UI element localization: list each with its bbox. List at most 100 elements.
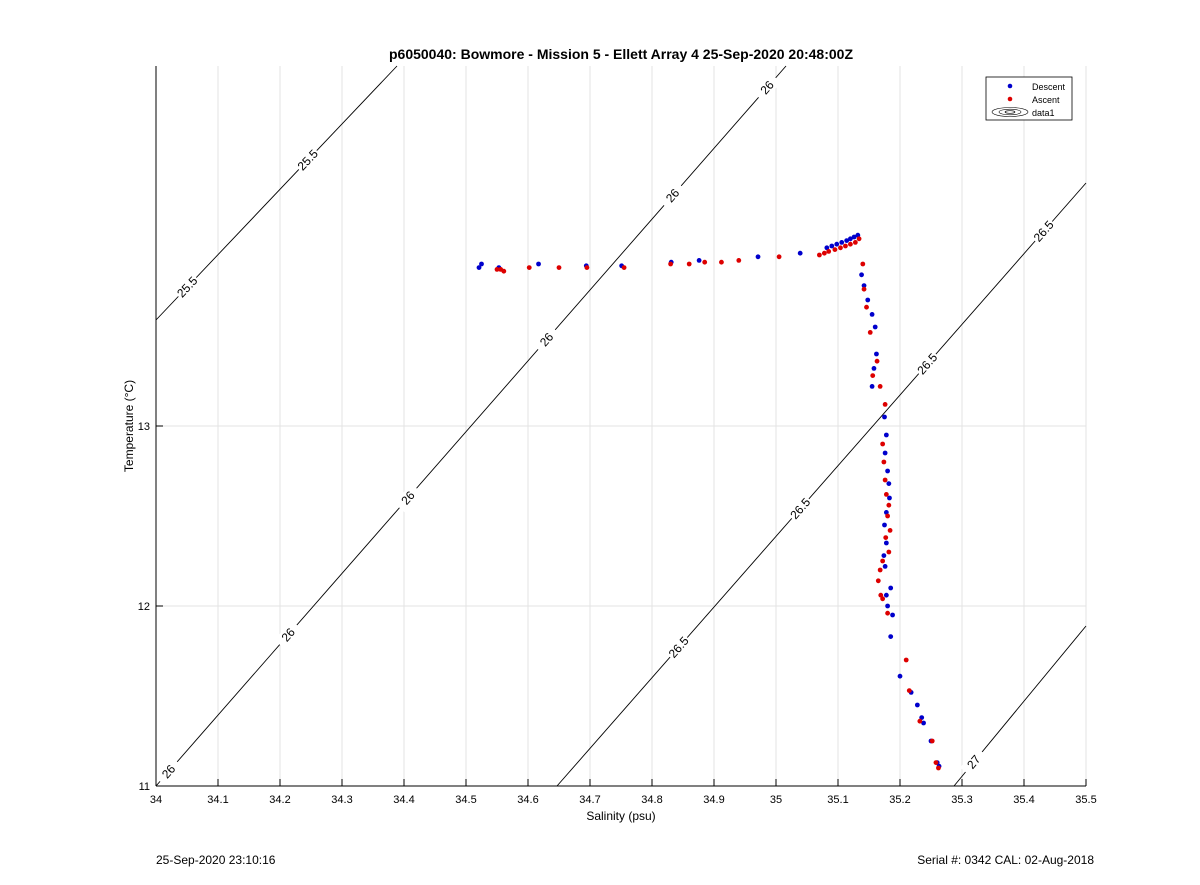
contour-label-bg — [658, 181, 687, 210]
descent-point — [882, 522, 887, 528]
contour-label-bg — [154, 757, 183, 786]
descent-point — [871, 366, 877, 371]
descent-point — [874, 351, 879, 357]
contour-label-bg — [786, 494, 815, 524]
legend-data1-label: data1 — [1032, 108, 1055, 118]
x-tick-label: 34.3 — [331, 794, 352, 806]
descent-point — [914, 702, 920, 708]
ascent-point — [885, 513, 890, 519]
descent-point — [797, 250, 803, 256]
descent-point — [883, 592, 889, 598]
ascent-point — [864, 304, 869, 310]
ascent-point — [832, 247, 838, 253]
ascent-point — [856, 236, 862, 242]
ascent-point — [886, 549, 892, 555]
ascent-point — [867, 330, 873, 335]
descent-point — [883, 510, 889, 515]
descent-point — [824, 245, 830, 251]
contour-label-bg — [293, 145, 322, 175]
ascent-point — [886, 502, 892, 508]
legend-descent-label: Descent — [1032, 82, 1066, 92]
descent-point — [886, 481, 892, 486]
axis-ticks: 34 34.1 34.2 34.3 34.4 34.5 34.6 34.7 34.8 34.9 35… — [138, 66, 1097, 806]
ascent-point — [686, 261, 692, 267]
x-tick-label: 34.9 — [703, 794, 724, 806]
ascent-point — [494, 267, 500, 272]
descent-point — [887, 495, 892, 501]
x-tick-label: 34.5 — [455, 794, 476, 806]
ascent-point — [883, 535, 889, 540]
legend-ascent-label: Ascent — [1032, 95, 1060, 105]
y-tick-label: 13 — [138, 421, 150, 433]
ascent-point — [584, 265, 590, 270]
ascent-point — [885, 610, 890, 616]
descent-point — [859, 272, 864, 278]
ascent-point — [817, 252, 822, 258]
x-axis-label: Salinity (psu) — [586, 809, 655, 823]
legend[interactable]: Descent Ascent data1 — [985, 76, 1073, 121]
ascent-point — [877, 384, 883, 389]
descent-point — [885, 468, 890, 474]
descent-point — [829, 243, 835, 249]
contour-label-bg — [664, 632, 693, 662]
descent-point — [882, 450, 888, 456]
x-tick-label: 34.8 — [641, 794, 662, 806]
x-tick-label: 34 — [150, 794, 162, 806]
chart-title: p6050040: Bowmore - Mission 5 - Ellett A… — [389, 46, 853, 62]
ascent-point — [917, 718, 923, 724]
x-tick-label: 35.3 — [951, 794, 972, 806]
descent-point — [476, 265, 482, 270]
ascent-point — [880, 558, 886, 564]
ascent-point — [852, 240, 858, 245]
x-tick-label: 34.2 — [269, 794, 290, 806]
ascent-point — [702, 259, 708, 265]
descent-point — [696, 258, 702, 263]
descent-point — [869, 312, 875, 317]
descent-point — [881, 553, 887, 558]
footer-timestamp: 25-Sep-2020 23:10:16 — [156, 853, 276, 867]
descent-point — [885, 603, 890, 609]
descent-point — [869, 384, 875, 389]
ascent-point — [903, 657, 909, 663]
descent-point — [897, 673, 903, 679]
ascent-point — [906, 688, 912, 693]
ascent-point — [882, 402, 888, 407]
contour-line-26.5 — [556, 182, 1087, 787]
ascent-point — [936, 765, 941, 771]
x-tick-label: 34.1 — [207, 794, 228, 806]
ascent-point — [843, 243, 848, 249]
y-tick-label: 12 — [138, 601, 150, 613]
ascent-point — [861, 286, 867, 292]
descent-point — [882, 564, 888, 569]
y-axis-label: Temperature (°C) — [122, 380, 136, 472]
descent-point — [855, 232, 861, 238]
ascent-point — [874, 358, 880, 364]
contour-label-bg — [394, 483, 422, 513]
ascent-point — [881, 459, 887, 465]
x-tick-label: 35.2 — [889, 794, 910, 806]
footer-serial-calibration: Serial #: 0342 CAL: 02-Aug-2018 — [917, 853, 1094, 867]
descent-point — [888, 634, 894, 639]
descent-point — [888, 585, 894, 591]
ascent-point — [875, 578, 881, 584]
y-tick-label: 11 — [139, 781, 150, 793]
legend-descent-marker — [1007, 83, 1013, 89]
ascent-point — [878, 592, 884, 598]
contour-label-bg — [960, 747, 988, 777]
descent-point — [921, 720, 926, 726]
x-tick-label: 35 — [770, 794, 782, 806]
contour-label-bg — [173, 272, 202, 302]
ascent-point — [621, 265, 627, 270]
legend-ascent-marker — [1007, 96, 1013, 102]
ascent-point — [883, 492, 889, 497]
ascent-point — [668, 261, 673, 267]
contour-label-bg — [274, 620, 303, 650]
ascent-point — [877, 567, 883, 573]
descent-point — [882, 414, 887, 420]
ascent-point — [880, 596, 886, 602]
x-tick-label: 35.1 — [827, 794, 848, 806]
descent-point — [872, 324, 878, 330]
descent-point — [848, 236, 853, 242]
